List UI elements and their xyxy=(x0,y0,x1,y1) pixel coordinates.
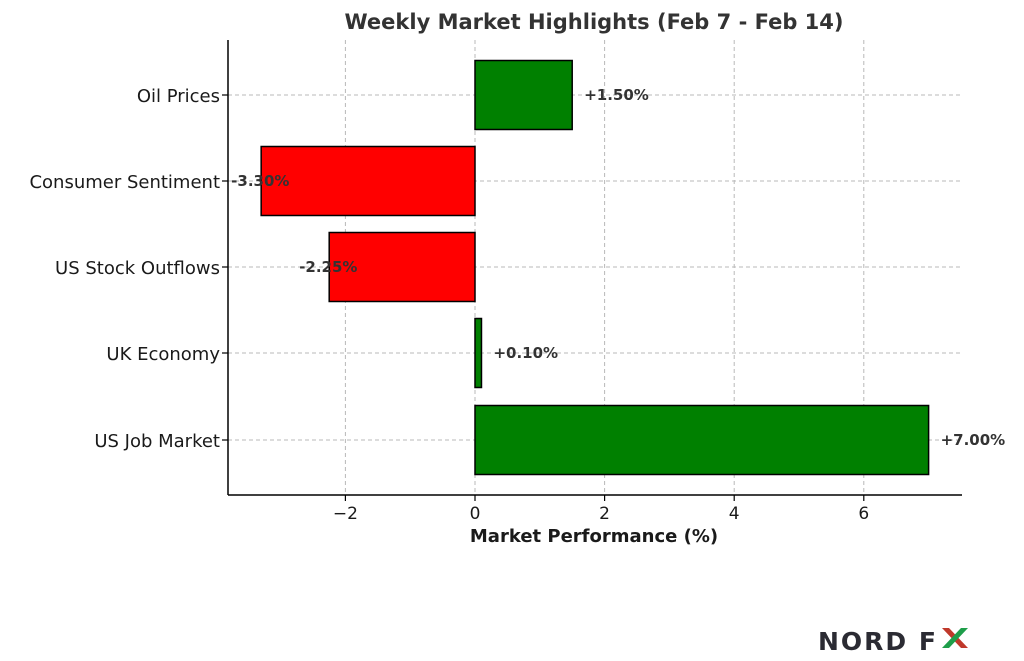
x-tick-label: 4 xyxy=(729,504,740,524)
nordfx-logo: NORD F xyxy=(818,626,970,656)
bar xyxy=(260,145,476,217)
labels: −2 0 2 4 6 Oil Prices Consumer Sentiment US Sto… xyxy=(29,86,1005,524)
chart-title: Weekly Market Highlights (Feb 7 - Feb 14… xyxy=(345,10,844,34)
logo-x-shape xyxy=(941,628,968,648)
x-tick-label: 6 xyxy=(858,504,869,524)
bar xyxy=(474,317,483,389)
category-label: US Stock Outflows xyxy=(55,258,220,279)
data-label: -3.30% xyxy=(231,172,289,190)
logo-x-icon xyxy=(940,626,970,656)
x-tick-label: −2 xyxy=(333,504,358,524)
data-label: +1.50% xyxy=(584,86,649,104)
category-label: Consumer Sentiment xyxy=(29,172,220,193)
category-label: US Job Market xyxy=(94,431,220,452)
logo-text: NORD F xyxy=(818,626,938,656)
x-tick-label: 2 xyxy=(599,504,610,524)
bar xyxy=(474,59,573,131)
data-label: +0.10% xyxy=(493,344,558,362)
x-axis-label: Market Performance (%) xyxy=(470,526,718,547)
x-tick-label: 0 xyxy=(470,504,481,524)
category-label: Oil Prices xyxy=(137,86,220,107)
category-label: UK Economy xyxy=(106,344,220,365)
data-label: -2.25% xyxy=(299,258,357,276)
bar xyxy=(474,404,930,476)
axes xyxy=(222,40,962,501)
data-label: +7.00% xyxy=(941,431,1006,449)
bar xyxy=(328,231,476,303)
bars xyxy=(260,59,930,476)
